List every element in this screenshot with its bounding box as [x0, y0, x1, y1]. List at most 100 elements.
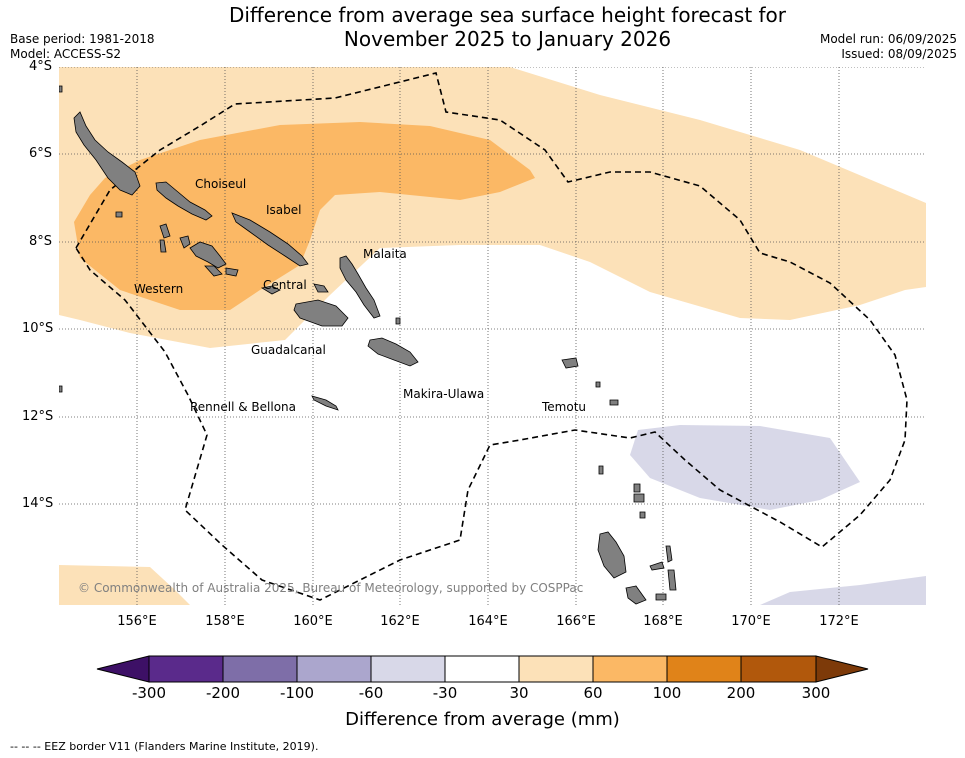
colorbar — [96, 655, 869, 683]
model-name-text: Model: ACCESS-S2 — [10, 47, 122, 61]
colorbar-tick-neg30: -30 — [432, 684, 458, 702]
island-rennell — [311, 395, 339, 411]
label-guadalcanal: Guadalcanal — [251, 343, 326, 357]
colorbar-tick-neg200: -200 — [205, 684, 241, 702]
island-santa-cruz — [561, 357, 579, 369]
label-malaita: Malaita — [363, 247, 407, 261]
model-info: Base period: 1981-2018 Model: ACCESS-S2 — [10, 32, 155, 62]
island-torres-1 — [598, 465, 604, 475]
anomaly-area-60-100 — [74, 122, 535, 310]
lat-label-8s: 8°S — [28, 234, 52, 249]
lat-label-6s: 6°S — [28, 146, 52, 161]
colorbar-swatch-9 — [740, 655, 817, 683]
island-bougainville — [73, 111, 141, 196]
issued-text: Issued: 08/09/2025 — [841, 47, 957, 61]
island-vella — [159, 223, 171, 239]
lon-label-168e: 168°E — [643, 614, 683, 629]
colorbar-swatch-8 — [666, 655, 742, 683]
model-run-text: Model run: 06/09/2025 — [819, 32, 957, 46]
map-title: Difference from average sea surface heig… — [160, 3, 855, 51]
eez-border — [75, 72, 908, 601]
label-isabel: Isabel — [266, 203, 301, 217]
island-rendova — [204, 265, 223, 277]
island-new-georgia — [189, 241, 227, 269]
land-masses — [59, 85, 677, 605]
lat-label-12s: 12°S — [22, 409, 54, 424]
colorbar-swatch-1 — [148, 655, 224, 683]
island-utupua — [595, 381, 601, 388]
colorbar-extend-high — [815, 655, 869, 683]
map-plot-area — [59, 67, 926, 605]
island-espiritu-santo — [597, 531, 627, 579]
run-info: Model run: 06/09/2025 Issued: 08/09/2025 — [820, 32, 957, 62]
island-choiseul — [155, 181, 213, 221]
anomaly-area-neg-southeast — [760, 576, 926, 605]
colorbar-tick-30: 30 — [509, 684, 529, 702]
title-line-1: Difference from average sea surface heig… — [228, 3, 787, 27]
colorbar-swatch-2 — [222, 655, 298, 683]
island-makira — [367, 337, 419, 367]
colorbar-swatch-5 — [444, 655, 520, 683]
colorbar-swatch-3 — [296, 655, 372, 683]
lat-label-4s: 4°S — [28, 59, 52, 74]
island-malaita — [339, 255, 381, 319]
base-period-text: Base period: 1981-2018 — [10, 32, 155, 46]
island-russell — [313, 283, 329, 293]
lat-label-10s: 10°S — [22, 321, 54, 336]
island-shortlands — [115, 211, 123, 218]
label-temotu: Temotu — [541, 400, 586, 414]
island-florida — [260, 285, 281, 295]
island-maewo — [665, 545, 673, 563]
island-kolombangara — [179, 235, 191, 249]
colorbar-title: Difference from average (mm) — [345, 709, 620, 730]
island-tetepare — [225, 267, 239, 277]
island-ulawa — [395, 317, 401, 325]
lon-label-160e: 160°E — [293, 614, 333, 629]
lon-label-170e: 170°E — [731, 614, 771, 629]
colorbar-tick-neg300: -300 — [131, 684, 167, 702]
lon-label-164e: 164°E — [468, 614, 508, 629]
gridlines — [59, 67, 926, 605]
island-ranongga — [159, 239, 167, 253]
title-line-2: November 2025 to January 2026 — [343, 27, 672, 51]
island-ambae — [649, 561, 665, 571]
label-western: Western — [134, 282, 183, 296]
colorbar-tick-100: 100 — [652, 684, 682, 702]
lon-label-172e: 172°E — [819, 614, 859, 629]
island-malekula — [625, 585, 647, 605]
island-west-edge-2 — [59, 385, 63, 393]
colorbar-extend-low — [96, 655, 150, 683]
island-guadalcanal — [293, 299, 349, 327]
colorbar-swatch-7 — [592, 655, 668, 683]
label-choiseul: Choiseul — [195, 177, 246, 191]
lon-label-162e: 162°E — [380, 614, 420, 629]
label-central: Central — [263, 278, 307, 292]
copyright-text: © Commonwealth of Australia 2025, Bureau… — [78, 581, 583, 595]
island-isabel — [231, 212, 309, 267]
island-torres-2 — [633, 483, 641, 493]
lat-label-14s: 14°S — [22, 496, 54, 511]
eez-legend-text: -- -- -- EEZ border V11 (Flanders Marine… — [10, 740, 319, 753]
island-small-vanuatu — [639, 511, 646, 519]
island-ambrym — [655, 593, 667, 601]
label-makira-ulawa: Makira-Ulawa — [403, 387, 484, 401]
anomaly-area-southwest — [59, 565, 190, 605]
anomaly-area-neg-30-60 — [630, 425, 860, 510]
lon-label-166e: 166°E — [556, 614, 596, 629]
province-labels: Choiseul Isabel Malaita Western Central … — [134, 177, 586, 414]
colorbar-swatch-4 — [370, 655, 446, 683]
island-vanikoro — [609, 399, 619, 406]
colorbar-tick-200: 200 — [726, 684, 756, 702]
island-banks — [633, 493, 645, 503]
colorbar-tick-300: 300 — [801, 684, 831, 702]
colorbar-tick-neg60: -60 — [358, 684, 384, 702]
colorbar-swatch-6 — [518, 655, 594, 683]
island-pentecost — [667, 569, 677, 591]
lon-label-156e: 156°E — [117, 614, 157, 629]
island-west-edge-1 — [59, 85, 63, 93]
lon-label-158e: 158°E — [205, 614, 245, 629]
colorbar-tick-60: 60 — [583, 684, 603, 702]
colorbar-tick-neg100: -100 — [279, 684, 315, 702]
label-rennell-bellona: Rennell & Bellona — [190, 400, 296, 414]
